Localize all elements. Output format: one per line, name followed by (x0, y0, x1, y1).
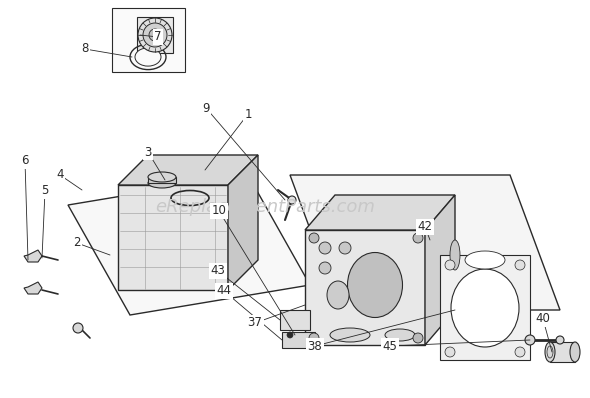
Text: eReplacementParts.com: eReplacementParts.com (156, 198, 375, 216)
Ellipse shape (450, 240, 460, 270)
Circle shape (138, 18, 172, 52)
Text: 40: 40 (536, 312, 550, 326)
Circle shape (556, 336, 564, 344)
Ellipse shape (148, 172, 176, 182)
Polygon shape (282, 332, 315, 348)
Polygon shape (305, 195, 455, 230)
Polygon shape (290, 175, 560, 310)
Polygon shape (280, 310, 310, 330)
Ellipse shape (327, 281, 349, 309)
Ellipse shape (135, 48, 161, 66)
Polygon shape (137, 17, 173, 53)
Polygon shape (148, 177, 176, 183)
Polygon shape (24, 250, 42, 262)
Ellipse shape (545, 342, 555, 362)
Circle shape (143, 23, 167, 47)
Ellipse shape (570, 342, 580, 362)
Text: 44: 44 (217, 285, 231, 297)
Polygon shape (24, 282, 42, 294)
Circle shape (445, 347, 455, 357)
Polygon shape (550, 342, 575, 362)
Ellipse shape (148, 178, 176, 188)
Text: 45: 45 (382, 339, 398, 353)
Ellipse shape (385, 329, 415, 341)
Text: 42: 42 (418, 220, 432, 234)
Circle shape (309, 333, 319, 343)
Text: 3: 3 (145, 146, 152, 158)
Text: 10: 10 (212, 205, 227, 217)
Ellipse shape (465, 251, 505, 269)
Circle shape (149, 29, 161, 41)
Circle shape (288, 196, 296, 204)
Polygon shape (118, 185, 228, 290)
Circle shape (73, 323, 83, 333)
Text: 9: 9 (202, 101, 210, 115)
Text: 5: 5 (41, 185, 49, 197)
Text: 38: 38 (307, 339, 322, 353)
Polygon shape (440, 255, 530, 360)
Circle shape (515, 260, 525, 270)
Text: 8: 8 (81, 43, 88, 55)
Text: 37: 37 (248, 316, 263, 330)
Circle shape (339, 242, 351, 254)
Text: 43: 43 (211, 265, 225, 277)
Polygon shape (68, 175, 310, 315)
Circle shape (319, 242, 331, 254)
Circle shape (413, 233, 423, 243)
Polygon shape (112, 8, 185, 72)
Circle shape (413, 333, 423, 343)
Circle shape (525, 335, 535, 345)
Polygon shape (118, 155, 258, 185)
Circle shape (287, 332, 293, 338)
Polygon shape (305, 230, 425, 345)
Text: 4: 4 (56, 168, 64, 181)
Circle shape (309, 233, 319, 243)
Ellipse shape (330, 328, 370, 342)
Text: 1: 1 (244, 107, 252, 121)
Text: 6: 6 (21, 154, 29, 168)
Ellipse shape (451, 269, 519, 347)
Circle shape (515, 347, 525, 357)
Ellipse shape (348, 252, 402, 318)
Text: 7: 7 (154, 31, 162, 43)
Polygon shape (228, 155, 258, 290)
Circle shape (319, 262, 331, 274)
Circle shape (445, 260, 455, 270)
Text: 2: 2 (73, 236, 81, 250)
Polygon shape (425, 195, 455, 345)
